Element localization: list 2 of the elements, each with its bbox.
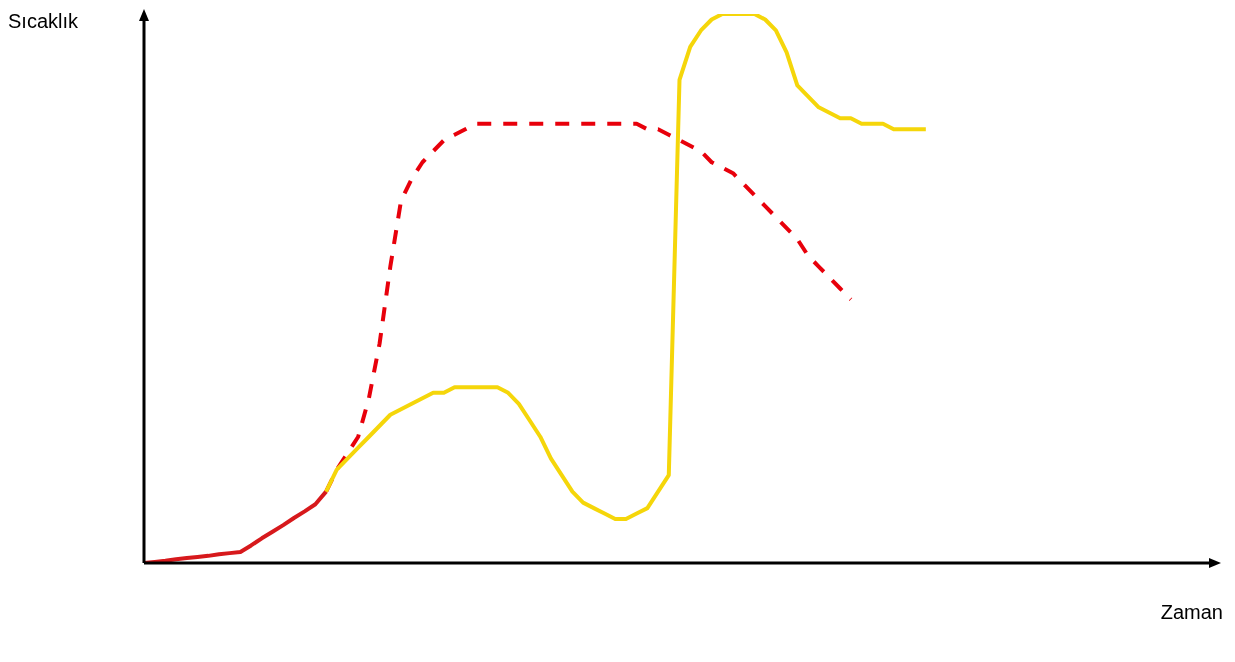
x-axis-title: Zaman <box>1160 601 1223 624</box>
y-axis-title: Sıcaklık <box>8 10 79 33</box>
